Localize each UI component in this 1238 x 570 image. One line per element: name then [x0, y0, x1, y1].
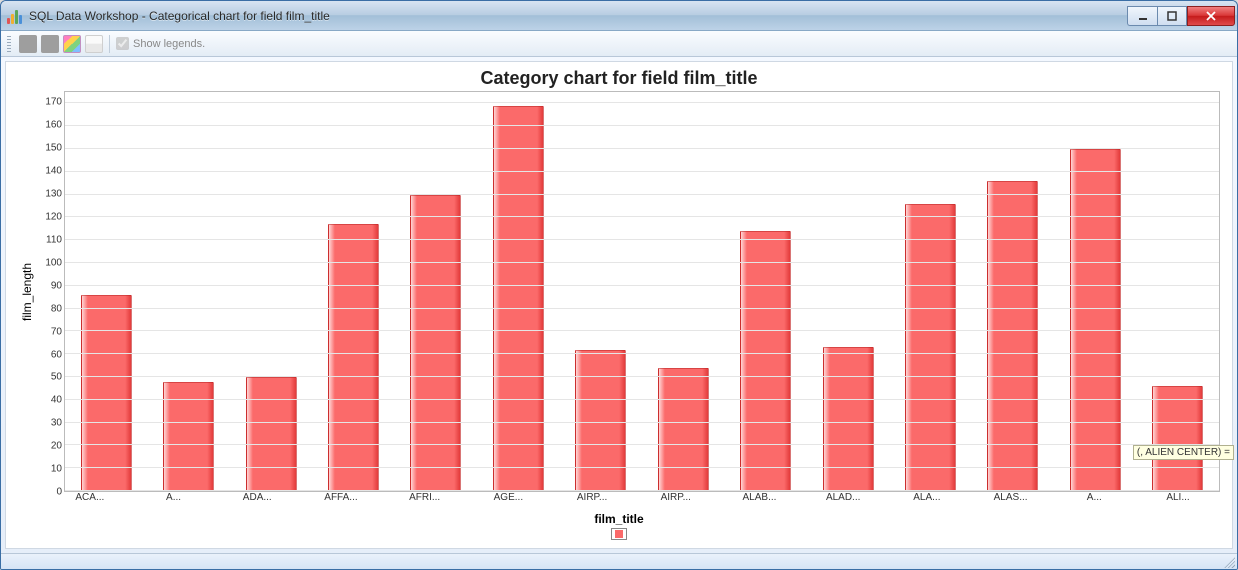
bars-layer [65, 92, 1219, 491]
y-tick-label: 30 [36, 418, 62, 429]
y-tick-label: 40 [36, 395, 62, 406]
chart-container: Category chart for field film_title film… [5, 61, 1233, 549]
gridline [65, 216, 1219, 217]
maximize-button[interactable] [1157, 6, 1187, 26]
y-axis: 0102030405060708090100110120130140150160… [36, 91, 64, 492]
gridline [65, 353, 1219, 354]
gridline [65, 444, 1219, 445]
titlebar[interactable]: SQL Data Workshop - Categorical chart fo… [1, 1, 1237, 31]
x-tick-label: AIRP... [550, 492, 634, 510]
x-tick-label: A... [132, 492, 216, 510]
gridline [65, 262, 1219, 263]
gridline [65, 285, 1219, 286]
bar[interactable] [658, 368, 709, 491]
bar[interactable] [1070, 149, 1121, 491]
toolbar-button-1[interactable] [19, 35, 37, 53]
bar[interactable] [493, 106, 544, 491]
minimize-button[interactable] [1127, 6, 1157, 26]
chart-body: film_length 0102030405060708090100110120… [18, 91, 1220, 492]
y-tick-label: 110 [36, 234, 62, 245]
toolbar-mail-button[interactable] [85, 35, 103, 53]
gridline [65, 376, 1219, 377]
gridline [65, 194, 1219, 195]
bar[interactable] [575, 350, 626, 491]
y-tick-label: 0 [36, 487, 62, 498]
gridline [65, 125, 1219, 126]
toolbar-grip[interactable] [7, 36, 11, 52]
client-area: Category chart for field film_title film… [1, 57, 1237, 553]
gridline [65, 467, 1219, 468]
plot-area [64, 91, 1220, 492]
app-icon [7, 8, 23, 24]
toolbar-separator [109, 35, 110, 53]
legend-swatch [611, 528, 627, 540]
window-controls [1127, 6, 1235, 26]
tooltip: (, ALIEN CENTER) = [1133, 445, 1234, 460]
toolbar-color-button[interactable] [63, 35, 81, 53]
show-legends-checkbox[interactable] [116, 37, 129, 50]
y-axis-label: film_length [18, 91, 36, 492]
x-tick-label: ALI... [1136, 492, 1220, 510]
bar[interactable] [246, 377, 297, 491]
y-tick-label: 130 [36, 189, 62, 200]
bar[interactable] [740, 231, 791, 491]
gridline [65, 148, 1219, 149]
x-tick-label: ADA... [215, 492, 299, 510]
y-tick-label: 60 [36, 349, 62, 360]
x-axis-label: film_title [18, 512, 1220, 526]
close-button[interactable] [1187, 6, 1235, 26]
y-tick-label: 50 [36, 372, 62, 383]
chart-title: Category chart for field film_title [18, 68, 1220, 89]
x-tick-label: ALAS... [969, 492, 1053, 510]
bar[interactable] [905, 204, 956, 491]
bar[interactable] [1152, 386, 1203, 491]
x-axis: ACA...A...ADA...AFFA...AFRI...AGE...AIRP… [48, 492, 1220, 510]
app-window: SQL Data Workshop - Categorical chart fo… [0, 0, 1238, 570]
statusbar [1, 553, 1237, 569]
bar[interactable] [328, 224, 379, 491]
y-tick-label: 150 [36, 143, 62, 154]
y-tick-label: 170 [36, 97, 62, 108]
gridline [65, 171, 1219, 172]
gridline [65, 490, 1219, 491]
y-tick-label: 120 [36, 212, 62, 223]
gridline [65, 239, 1219, 240]
y-tick-label: 80 [36, 303, 62, 314]
y-tick-label: 140 [36, 166, 62, 177]
gridline [65, 102, 1219, 103]
y-tick-label: 70 [36, 326, 62, 337]
y-tick-label: 90 [36, 280, 62, 291]
y-tick-label: 100 [36, 257, 62, 268]
resize-grip[interactable] [1223, 556, 1235, 568]
gridline [65, 399, 1219, 400]
y-tick-label: 160 [36, 120, 62, 131]
window-title: SQL Data Workshop - Categorical chart fo… [29, 9, 1127, 23]
x-tick-label: AFRI... [383, 492, 467, 510]
show-legends-label: Show legends. [133, 38, 205, 50]
show-legends-toggle[interactable]: Show legends. [116, 37, 205, 50]
bar[interactable] [81, 295, 132, 491]
y-tick-label: 10 [36, 464, 62, 475]
x-tick-label: ALAD... [801, 492, 885, 510]
toolbar: Show legends. [1, 31, 1237, 57]
x-tick-label: AFFA... [299, 492, 383, 510]
x-tick-label: AGE... [467, 492, 551, 510]
toolbar-button-2[interactable] [41, 35, 59, 53]
bar[interactable] [823, 347, 874, 491]
x-tick-label: AIRP... [634, 492, 718, 510]
gridline [65, 422, 1219, 423]
gridline [65, 308, 1219, 309]
x-tick-label: ALAB... [718, 492, 802, 510]
legend [18, 528, 1220, 540]
x-tick-label: A... [1052, 492, 1136, 510]
x-tick-label: ALA... [885, 492, 969, 510]
gridline [65, 330, 1219, 331]
y-tick-label: 20 [36, 441, 62, 452]
